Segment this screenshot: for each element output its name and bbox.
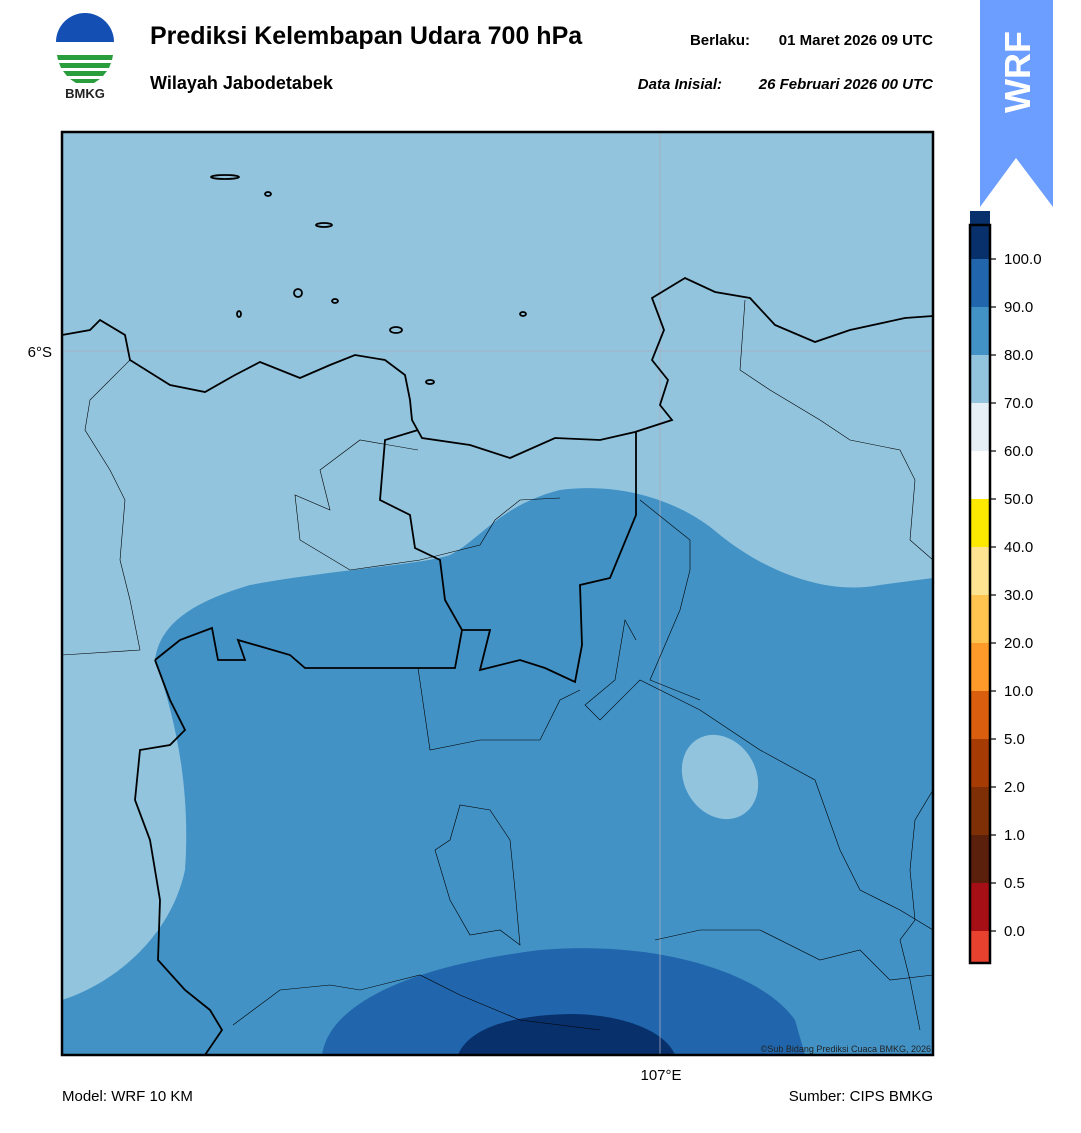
colorbar-label: 20.0 bbox=[1004, 635, 1033, 652]
colorbar-label: 50.0 bbox=[1004, 491, 1033, 508]
colorbar-label: 40.0 bbox=[1004, 539, 1033, 556]
logo: BMKG bbox=[56, 13, 114, 101]
colorbar-label: 5.0 bbox=[1004, 731, 1025, 748]
init-label: Data Inisial: bbox=[638, 76, 722, 93]
lon-label: 107°E bbox=[640, 1067, 681, 1084]
footer-model: Model: WRF 10 KM bbox=[62, 1088, 193, 1105]
valid-time: 01 Maret 2026 09 UTC bbox=[779, 32, 933, 49]
colorbar-segment bbox=[970, 355, 990, 403]
colorbar-segment bbox=[970, 691, 990, 739]
badge-text: WRF bbox=[997, 31, 1038, 113]
colorbar-segment bbox=[970, 307, 990, 355]
colorbar-label: 1.0 bbox=[1004, 827, 1025, 844]
colorbar-segment bbox=[970, 835, 990, 883]
map-frame bbox=[60, 130, 935, 1057]
admin-boundaries bbox=[62, 299, 933, 1031]
colorbar-label: 90.0 bbox=[1004, 299, 1033, 316]
colorbar-label: 100.0 bbox=[1004, 251, 1042, 268]
colorbar-label: 2.0 bbox=[1004, 779, 1025, 796]
field-80-90 bbox=[322, 948, 805, 1055]
colorbar-label: 0.5 bbox=[1004, 875, 1025, 892]
colorbar-label: 10.0 bbox=[1004, 683, 1033, 700]
colorbar-label: 0.0 bbox=[1004, 923, 1025, 940]
credit: ©Sub Bidang Prediksi Cuaca BMKG, 2026 bbox=[761, 1044, 931, 1054]
colorbar-label: 80.0 bbox=[1004, 347, 1033, 364]
colorbar-segment bbox=[970, 211, 990, 259]
map: ©Sub Bidang Prediksi Cuaca BMKG, 2026 bbox=[62, 132, 933, 1055]
colorbar-segment bbox=[970, 547, 990, 595]
logo-text: BMKG bbox=[65, 86, 105, 101]
colorbar-segment bbox=[970, 883, 990, 931]
colorbar-segment bbox=[970, 499, 990, 547]
colorbar-segment bbox=[970, 787, 990, 835]
colorbar-segment bbox=[970, 643, 990, 691]
colorbar-segment bbox=[970, 259, 990, 307]
coastline bbox=[62, 174, 933, 1055]
subtitle: Wilayah Jabodetabek bbox=[150, 73, 334, 93]
field-70-80 bbox=[62, 488, 933, 1055]
colorbar-label: 70.0 bbox=[1004, 395, 1033, 412]
init-time: 26 Februari 2026 00 UTC bbox=[758, 76, 934, 93]
valid-label: Berlaku: bbox=[690, 32, 750, 49]
lat-label: 6°S bbox=[28, 344, 52, 361]
colorbar-segment bbox=[970, 739, 990, 787]
colorbar-segment bbox=[970, 931, 990, 963]
title: Prediksi Kelembapan Udara 700 hPa bbox=[150, 22, 583, 50]
field-60-70 bbox=[681, 734, 759, 820]
colorbar: 0.0 0.5 1.0 2.0 5.0 10.0 20.0 30.0 40.0 50.0 60.0 7… bbox=[968, 211, 1042, 965]
field-90-100 bbox=[458, 1014, 675, 1055]
colorbar-label: 60.0 bbox=[1004, 443, 1033, 460]
colorbar-segment bbox=[970, 403, 990, 451]
colorbar-frame bbox=[968, 223, 992, 965]
badge-shape bbox=[980, 0, 1053, 207]
colorbar-segment bbox=[970, 451, 990, 499]
colorbar-segment bbox=[970, 595, 990, 643]
colorbar-label: 30.0 bbox=[1004, 587, 1033, 604]
footer-source: Sumber: CIPS BMKG bbox=[789, 1088, 933, 1105]
